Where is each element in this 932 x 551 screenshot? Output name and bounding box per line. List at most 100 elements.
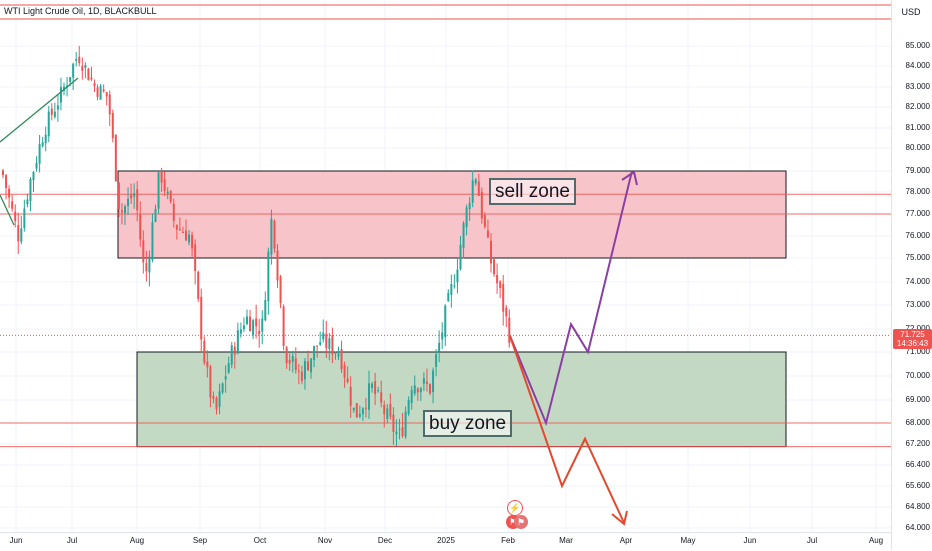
candle-body <box>444 305 447 338</box>
candle-body <box>148 256 151 273</box>
symbol-title: WTI Light Crude Oil, 1D, BLACKBULL <box>4 6 157 16</box>
candle-body <box>26 199 29 205</box>
candle-body <box>44 134 47 144</box>
candle-body <box>154 208 157 222</box>
time-axis[interactable]: Jun Jul Aug Sep Oct Nov Dec 2025 Feb Mar Apr May Jun… <box>0 532 891 551</box>
flag-events-icon[interactable]: ⚑ <box>514 515 528 529</box>
candle-body <box>142 240 145 263</box>
candle-body <box>374 381 377 395</box>
currency-label: USD <box>901 7 921 17</box>
candle-body <box>84 64 87 68</box>
trend-line <box>0 194 15 226</box>
price-tick-label: 70.000 <box>905 371 930 380</box>
candle-body <box>377 390 380 392</box>
candle-body <box>407 399 410 414</box>
lightning-icon[interactable]: ⚡ <box>507 500 523 516</box>
candle-body <box>508 317 511 343</box>
candle-body <box>410 389 413 403</box>
price-tick-label: 80.000 <box>905 143 930 152</box>
price-chart-svg[interactable] <box>0 0 891 532</box>
candle-body <box>486 230 489 238</box>
candle-body <box>303 361 306 380</box>
candle-body <box>32 172 35 181</box>
candle-body <box>328 338 331 350</box>
candle-body <box>395 431 398 435</box>
candle-body <box>102 89 105 92</box>
candle-body <box>471 180 474 203</box>
candle-body <box>75 58 78 61</box>
candle-body <box>435 354 438 367</box>
candle-body <box>297 370 300 372</box>
candle-body <box>20 228 23 242</box>
candle-body <box>291 355 294 362</box>
candle-body <box>465 207 468 228</box>
candle-body <box>233 346 236 355</box>
time-tick-label: Nov <box>317 536 333 545</box>
candle-body <box>246 316 248 324</box>
candle-body <box>352 407 355 411</box>
candle-body <box>380 392 383 403</box>
time-tick-label: Oct <box>253 536 267 545</box>
candle-body <box>273 220 276 249</box>
price-axis[interactable]: USD 85.000 84.000 83.000 82.000 81.000 80.000… <box>891 0 932 550</box>
price-tick-label: 69.000 <box>905 395 930 404</box>
candle-body <box>136 189 139 211</box>
candle-body <box>462 222 465 248</box>
candle-body <box>59 87 62 103</box>
candle-body <box>282 306 285 346</box>
candle-body <box>349 386 352 406</box>
candle-body <box>160 171 163 183</box>
candle-body <box>53 111 56 118</box>
candle-body <box>386 408 389 419</box>
candle-body <box>218 391 221 407</box>
candle-body <box>450 284 453 295</box>
candle-body <box>11 201 14 209</box>
candle-body <box>279 276 282 304</box>
candle-body <box>191 234 194 249</box>
time-tick-label: Jun <box>9 536 23 545</box>
candle-body <box>337 353 340 357</box>
candle-body <box>429 384 431 394</box>
candle-body <box>419 388 422 393</box>
chart-canvas[interactable]: WTI Light Crude Oil, 1D, BLACKBULL sell … <box>0 0 891 532</box>
time-tick-label: May <box>680 536 696 545</box>
bullish-projection-path <box>509 170 633 427</box>
candle-body <box>200 296 203 340</box>
price-tick-label: 83.000 <box>905 82 930 91</box>
candle-body <box>209 366 212 398</box>
candle-body <box>47 111 50 137</box>
candle-body <box>432 370 435 392</box>
trend-line <box>0 77 79 143</box>
price-tick-label: 79.000 <box>905 166 930 175</box>
candle-body <box>477 181 480 196</box>
candle-body <box>313 346 316 361</box>
time-tick-label: Jul <box>806 536 818 545</box>
candle-body <box>56 105 59 110</box>
candle-body <box>392 414 395 433</box>
candle-body <box>276 250 279 281</box>
candle-body <box>172 203 175 221</box>
time-tick-label: Feb <box>501 536 515 545</box>
price-tick-label: 72.000 <box>906 324 930 333</box>
candle-body <box>456 269 459 283</box>
candle-body <box>368 383 370 410</box>
candle-body <box>310 358 313 373</box>
candle-body <box>5 175 8 189</box>
candle-body <box>496 274 499 284</box>
candle-body <box>404 411 407 437</box>
candle-body <box>50 108 53 115</box>
candle-body <box>422 378 425 384</box>
candle-body <box>300 371 303 382</box>
time-tick-label: Aug <box>129 536 145 545</box>
candle-body <box>206 361 209 368</box>
time-tick-label: Apr <box>619 536 633 545</box>
candle-body <box>459 244 462 270</box>
candle-body <box>105 92 108 97</box>
candle-body <box>490 240 492 264</box>
level-layer <box>0 4 891 448</box>
price-tick-label: 64.000 <box>905 523 930 532</box>
candle-body <box>319 342 322 345</box>
candle-body <box>499 281 502 288</box>
candle-body <box>114 135 117 182</box>
candle-body <box>398 429 401 431</box>
